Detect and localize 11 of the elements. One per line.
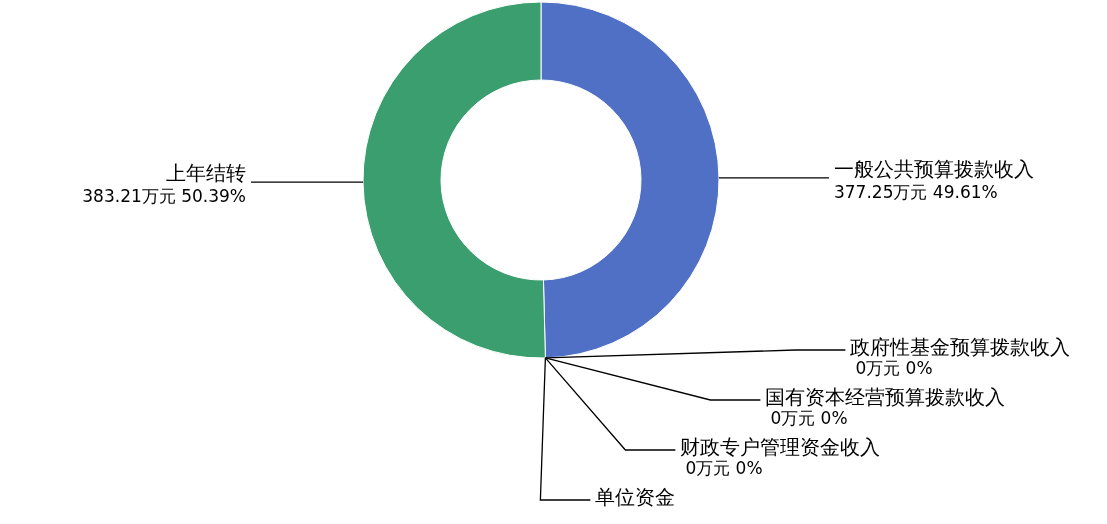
data-label: 377.25万元 49.61% (833, 181, 998, 202)
category-label: 国有资本经营预算拨款收入 (765, 385, 1006, 409)
slice-label: 上年结转 (166, 161, 247, 186)
category-label: 单位资金 (595, 485, 676, 509)
text: 0万元 0% (770, 408, 848, 428)
category-label: 政府性基金预算拨款收入 (850, 335, 1071, 359)
slice-label: 一般公共预算拨款收入 (833, 156, 1034, 181)
text: 0万元 0% (685, 458, 763, 478)
data-label: 383.21万元 50.39% (82, 186, 247, 207)
text: 0万元 0% (855, 358, 933, 378)
category-label: 财政专户管理资金收入 (680, 435, 881, 459)
